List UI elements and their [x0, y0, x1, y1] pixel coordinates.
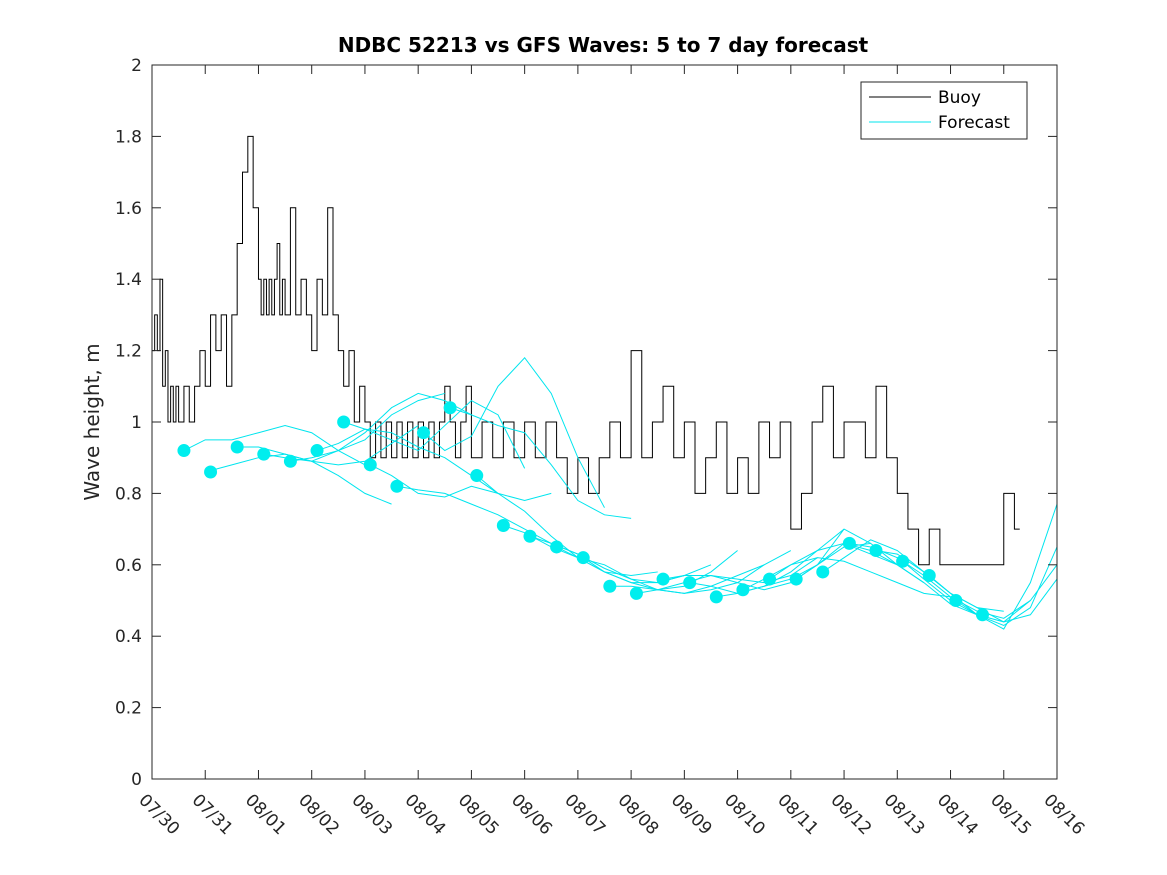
- forecast-marker: [842, 536, 856, 550]
- forecast-marker: [869, 544, 883, 558]
- legend-label-buoy: Buoy: [938, 88, 981, 108]
- forecast-run-8: [396, 485, 579, 555]
- forecast-marker: [975, 608, 989, 622]
- forecast-marker: [496, 519, 510, 533]
- forecast-marker: [763, 572, 777, 586]
- forecast-marker: [283, 454, 297, 468]
- y-tick-label: 1: [131, 413, 142, 433]
- y-tick-label: 0.4: [115, 627, 142, 647]
- forecast-marker: [629, 586, 643, 600]
- forecast-marker: [257, 447, 271, 461]
- legend-box: [860, 81, 1028, 140]
- forecast-marker: [337, 415, 351, 429]
- forecast-marker: [390, 479, 404, 493]
- chart-title: NDBC 52213 vs GFS Waves: 5 to 7 day fore…: [338, 33, 869, 57]
- y-tick-label: 1.2: [115, 342, 142, 362]
- forecast-run-7: [370, 464, 552, 502]
- forecast-run-17: [636, 557, 818, 594]
- forecast-marker: [789, 572, 803, 586]
- forecast-marker: [683, 576, 697, 590]
- forecast-marker: [603, 579, 617, 593]
- forecast-run-5: [316, 428, 499, 494]
- y-tick-label: 0.8: [115, 484, 142, 504]
- y-tick-label: 0.2: [115, 699, 142, 719]
- forecast-run-10: [449, 407, 632, 519]
- y-tick-label: 0.6: [115, 556, 142, 576]
- y-ticks: 0 0.2 0.4 0.6 0.8 1 1.2 1.4 1.6 1.8 2: [115, 56, 1057, 790]
- forecast-series: [183, 356, 1058, 630]
- forecast-run-23: [795, 542, 978, 616]
- plot-area: [152, 65, 1057, 779]
- forecast-marker: [230, 440, 244, 454]
- forecast-marker: [363, 458, 377, 472]
- forecast-marker: [523, 529, 537, 543]
- forecast-marker: [417, 426, 430, 440]
- forecast-marker: [310, 444, 324, 458]
- forecast-marker: [204, 465, 218, 479]
- forecast-marker: [709, 590, 723, 604]
- forecast-run-22: [769, 557, 951, 598]
- buoy-line: [152, 135, 1020, 566]
- forecast-marker: [656, 572, 670, 586]
- buoy-series: [152, 135, 1020, 566]
- forecast-marker: [896, 554, 910, 568]
- legend-label-forecast: Forecast: [938, 113, 1010, 133]
- forecast-run-9: [423, 356, 605, 508]
- forecast-marker: [443, 401, 457, 415]
- forecast-marker: [576, 551, 590, 565]
- y-tick-label: 1.6: [115, 199, 142, 219]
- forecast-run-16: [609, 550, 792, 594]
- legend: Buoy Forecast: [860, 81, 1028, 140]
- forecast-marker: [816, 565, 830, 579]
- forecast-run-29: [955, 503, 1058, 630]
- y-tick-label: 0: [131, 770, 142, 790]
- forecast-markers: [177, 401, 989, 622]
- forecast-run-0: [183, 425, 366, 466]
- forecast-run-19: [689, 528, 871, 594]
- forecast-marker: [550, 540, 564, 554]
- forecast-marker: [922, 569, 936, 583]
- y-tick-label: 1.4: [115, 270, 142, 290]
- y-tick-label: 2: [131, 56, 142, 76]
- forecast-run-28: [928, 564, 1058, 623]
- forecast-marker: [949, 594, 963, 607]
- forecast-marker: [736, 583, 750, 597]
- forecast-marker: [177, 444, 191, 458]
- forecast-marker: [470, 469, 484, 483]
- forecast-run-11: [476, 475, 658, 577]
- forecast-run-6: [343, 399, 526, 469]
- y-axis-label: Wave height, m: [80, 343, 104, 500]
- y-tick-label: 1.8: [115, 127, 142, 147]
